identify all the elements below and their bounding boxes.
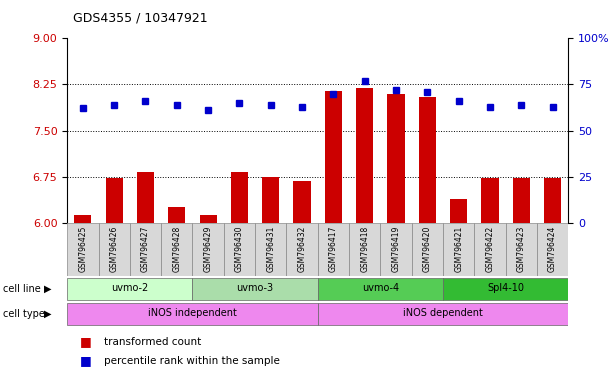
Bar bbox=[168, 207, 185, 223]
Text: GSM796417: GSM796417 bbox=[329, 225, 338, 272]
Bar bbox=[75, 215, 92, 223]
Text: GSM796429: GSM796429 bbox=[203, 225, 213, 272]
Text: GSM796425: GSM796425 bbox=[78, 225, 87, 272]
Text: GSM796423: GSM796423 bbox=[517, 225, 525, 272]
Bar bbox=[192, 223, 224, 276]
Text: ▶: ▶ bbox=[44, 309, 51, 319]
Text: ▶: ▶ bbox=[44, 284, 51, 294]
Text: ■: ■ bbox=[79, 335, 91, 348]
Bar bbox=[356, 88, 373, 223]
Bar bbox=[137, 172, 154, 223]
Text: GSM796431: GSM796431 bbox=[266, 225, 275, 272]
Text: iNOS independent: iNOS independent bbox=[148, 308, 237, 318]
Text: GSM796422: GSM796422 bbox=[486, 225, 494, 271]
Bar bbox=[200, 215, 217, 223]
Bar bbox=[318, 223, 349, 276]
Bar bbox=[544, 179, 561, 223]
Text: GSM796426: GSM796426 bbox=[110, 225, 119, 272]
Bar bbox=[255, 223, 287, 276]
Text: GSM796427: GSM796427 bbox=[141, 225, 150, 272]
Text: GSM796421: GSM796421 bbox=[454, 225, 463, 271]
Bar bbox=[224, 223, 255, 276]
Bar bbox=[318, 278, 443, 300]
Bar bbox=[443, 223, 474, 276]
Bar bbox=[450, 199, 467, 223]
Text: GSM796418: GSM796418 bbox=[360, 225, 369, 271]
Text: GSM796430: GSM796430 bbox=[235, 225, 244, 272]
Text: uvmo-3: uvmo-3 bbox=[236, 283, 274, 293]
Bar bbox=[537, 223, 568, 276]
Bar bbox=[506, 223, 537, 276]
Bar bbox=[318, 303, 568, 325]
Bar bbox=[349, 223, 380, 276]
Bar bbox=[67, 278, 192, 300]
Bar bbox=[67, 303, 318, 325]
Bar bbox=[287, 223, 318, 276]
Text: iNOS dependent: iNOS dependent bbox=[403, 308, 483, 318]
Bar bbox=[192, 278, 318, 300]
Bar bbox=[231, 172, 248, 223]
Text: ■: ■ bbox=[79, 354, 91, 367]
Text: transformed count: transformed count bbox=[104, 337, 201, 347]
Bar bbox=[387, 94, 404, 223]
Bar bbox=[513, 179, 530, 223]
Text: GSM796428: GSM796428 bbox=[172, 225, 181, 271]
Text: GSM796432: GSM796432 bbox=[298, 225, 307, 272]
Bar bbox=[106, 179, 123, 223]
Bar bbox=[474, 223, 506, 276]
Text: GDS4355 / 10347921: GDS4355 / 10347921 bbox=[73, 12, 208, 25]
Bar bbox=[98, 223, 130, 276]
Text: GSM796424: GSM796424 bbox=[548, 225, 557, 272]
Bar bbox=[380, 223, 412, 276]
Text: cell type: cell type bbox=[3, 309, 45, 319]
Text: uvmo-2: uvmo-2 bbox=[111, 283, 148, 293]
Bar bbox=[443, 278, 568, 300]
Bar bbox=[161, 223, 192, 276]
Bar bbox=[412, 223, 443, 276]
Bar bbox=[67, 223, 98, 276]
Bar bbox=[481, 178, 499, 223]
Bar bbox=[325, 91, 342, 223]
Text: percentile rank within the sample: percentile rank within the sample bbox=[104, 356, 280, 366]
Bar bbox=[130, 223, 161, 276]
Text: GSM796419: GSM796419 bbox=[392, 225, 400, 272]
Bar bbox=[262, 177, 279, 223]
Text: Spl4-10: Spl4-10 bbox=[487, 283, 524, 293]
Bar bbox=[293, 181, 310, 223]
Bar bbox=[419, 97, 436, 223]
Text: GSM796420: GSM796420 bbox=[423, 225, 432, 272]
Text: cell line: cell line bbox=[3, 284, 41, 294]
Text: uvmo-4: uvmo-4 bbox=[362, 283, 399, 293]
